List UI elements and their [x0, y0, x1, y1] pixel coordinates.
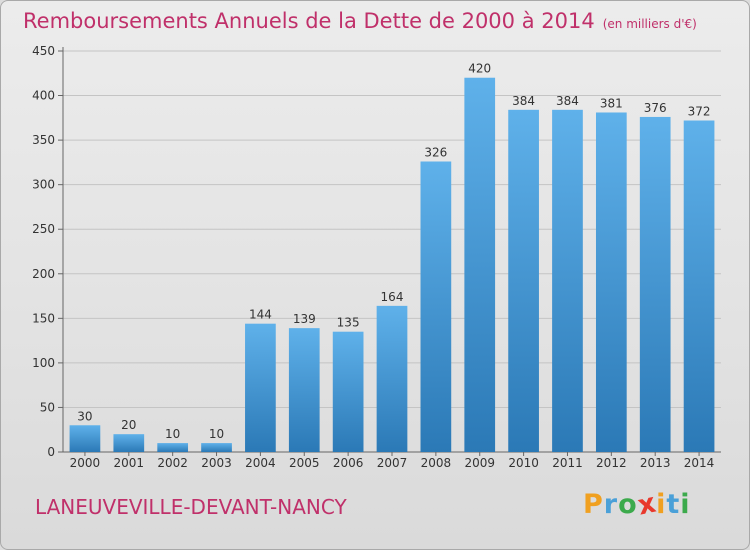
data-label-2002: 10 — [165, 427, 180, 441]
y-tick-label: 250 — [32, 222, 55, 236]
bar-2008 — [420, 161, 452, 452]
bar-2003 — [201, 443, 232, 452]
y-tick-label: 350 — [32, 133, 55, 147]
data-label-2013: 376 — [644, 101, 667, 115]
chart-title-text: Remboursements Annuels de la Dette de 20… — [23, 9, 595, 33]
y-tick-label: 400 — [32, 89, 55, 103]
bar-2011 — [552, 109, 583, 453]
y-tick-label: 450 — [32, 44, 55, 58]
data-label-2006: 135 — [337, 316, 360, 330]
data-label-2001: 20 — [121, 418, 136, 432]
bar-2001 — [113, 434, 145, 452]
x-tick-label-2011: 2011 — [552, 456, 583, 470]
chart-title: Remboursements Annuels de la Dette de 20… — [23, 9, 697, 33]
data-label-2003: 10 — [209, 427, 224, 441]
y-tick-label: 200 — [32, 267, 55, 281]
logo-letter: r — [603, 489, 619, 520]
x-tick-label-2008: 2008 — [421, 456, 452, 470]
x-tick-label-2007: 2007 — [377, 456, 408, 470]
x-tick-label-2013: 2013 — [640, 456, 671, 470]
proxiti-logo[interactable]: Proxiti — [583, 487, 691, 521]
x-tick-label-2001: 2001 — [114, 456, 145, 470]
x-tick-label-2003: 2003 — [201, 456, 232, 470]
bar-2014 — [683, 120, 715, 453]
y-tick-label: 150 — [32, 311, 55, 325]
x-tick-label-2000: 2000 — [70, 456, 101, 470]
data-label-2004: 144 — [249, 308, 272, 322]
data-label-2011: 384 — [556, 94, 579, 108]
data-label-2007: 164 — [381, 290, 404, 304]
x-tick-label-2012: 2012 — [596, 456, 627, 470]
x-tick-label-2006: 2006 — [333, 456, 364, 470]
bar-2005 — [288, 328, 320, 452]
data-label-2010: 384 — [512, 94, 535, 108]
logo-letter: o — [618, 489, 638, 520]
bar-2007 — [376, 305, 408, 452]
y-tick-label: 100 — [32, 356, 55, 370]
bar-2013 — [639, 116, 671, 452]
bar-2004 — [245, 323, 276, 452]
y-tick-label: 300 — [32, 178, 55, 192]
bar-2002 — [157, 443, 189, 452]
data-label-2009: 420 — [468, 62, 491, 76]
x-tick-label-2009: 2009 — [464, 456, 495, 470]
data-label-2000: 30 — [77, 409, 92, 423]
town-name: LANEUVEVILLE-DEVANT-NANCY — [35, 495, 347, 519]
bar-2000 — [69, 425, 101, 452]
x-tick-label-2005: 2005 — [289, 456, 320, 470]
data-labels: 30 20 10 10 144 139 135 164 326 420 384 384 381 376 37… — [77, 62, 710, 441]
logo-letter: i — [680, 489, 691, 520]
data-label-2008: 326 — [424, 145, 447, 159]
logo-letter: i — [656, 489, 667, 520]
data-label-2014: 372 — [688, 105, 711, 119]
x-tick-label-2010: 2010 — [508, 456, 539, 470]
bar-2010 — [508, 109, 539, 453]
x-tick-label-2002: 2002 — [157, 456, 188, 470]
logo-letter: P — [583, 489, 604, 520]
chart-unit: (en milliers d'€) — [602, 17, 697, 31]
bar-2009 — [464, 77, 496, 452]
y-tick-label: 0 — [47, 445, 55, 459]
bars — [69, 77, 715, 453]
x-tick-label-2004: 2004 — [245, 456, 276, 470]
x-tick-label-2014: 2014 — [684, 456, 715, 470]
bar-2012 — [595, 112, 627, 452]
logo-letter: t — [666, 489, 681, 520]
data-label-2012: 381 — [600, 96, 623, 110]
y-tick-label: 50 — [40, 400, 55, 414]
data-label-2005: 139 — [293, 312, 316, 326]
bar-2006 — [332, 331, 364, 452]
